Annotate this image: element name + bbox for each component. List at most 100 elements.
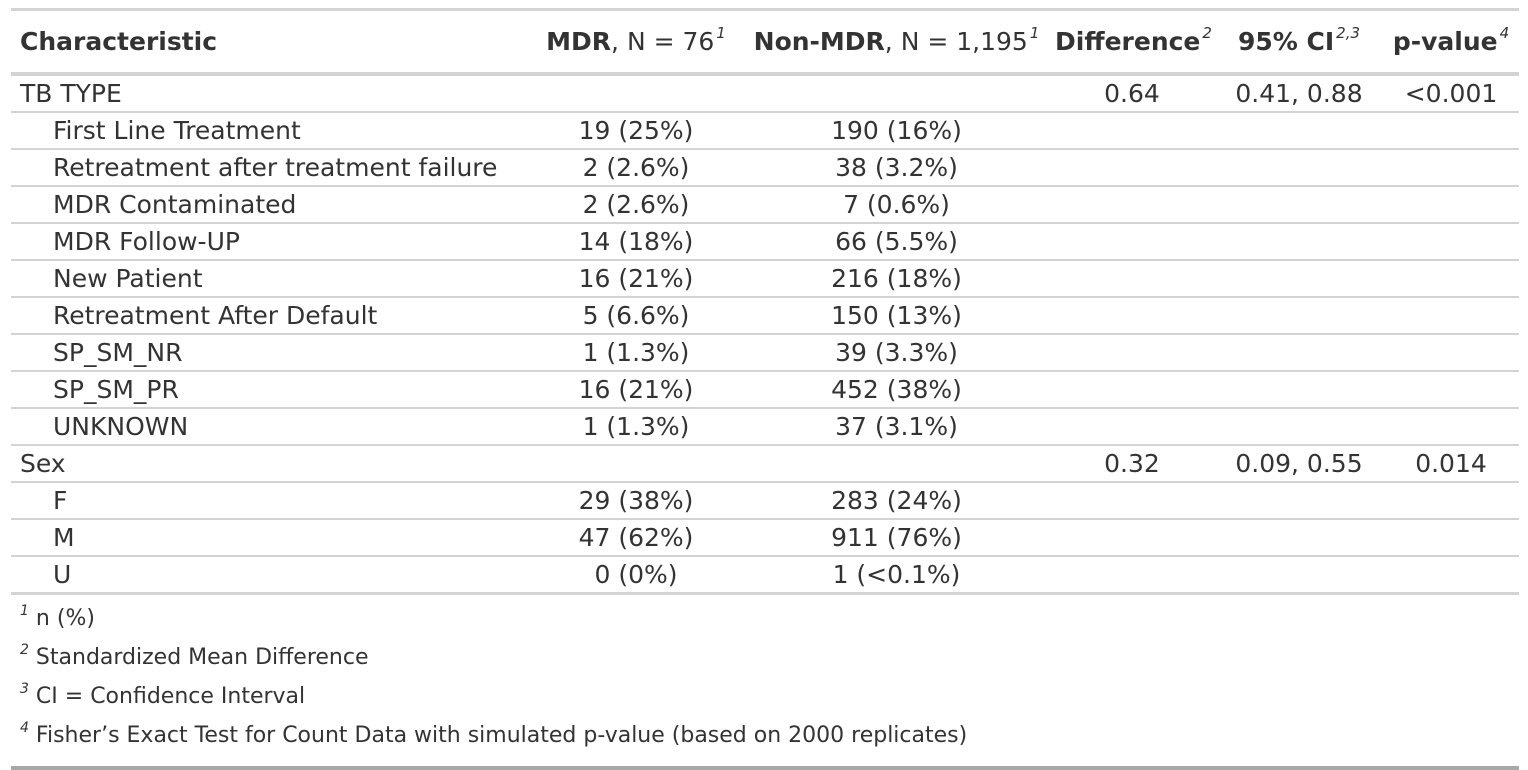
cell-mdr: 5 (6.6%) — [528, 297, 744, 335]
row-label: TB TYPE — [11, 74, 528, 113]
row-label: MDR Contaminated — [11, 186, 528, 224]
cell-ci — [1215, 371, 1383, 409]
cell-difference — [1049, 149, 1215, 187]
cell-p-value — [1383, 519, 1519, 557]
footnote: 1 n (%) — [20, 604, 1519, 643]
cell-ci — [1215, 519, 1383, 557]
cell-ci: 0.41, 0.88 — [1215, 74, 1383, 113]
table-row: New Patient 16 (21%) 216 (18%) — [11, 260, 1519, 298]
footnote-marker: 1 — [20, 603, 29, 619]
table-body: TB TYPE 0.64 0.41, 0.88 <0.001 First Lin… — [11, 74, 1519, 595]
cell-p-value: 0.014 — [1383, 445, 1519, 483]
table-row: UNKNOWN 1 (1.3%) 37 (3.1%) — [11, 408, 1519, 446]
cell-non-mdr: 190 (16%) — [744, 112, 1049, 150]
footnote-marker: 4 — [20, 720, 29, 736]
cell-ci — [1215, 556, 1383, 595]
row-label: MDR Follow-UP — [11, 223, 528, 261]
cell-difference — [1049, 223, 1215, 261]
footnote-text: n (%) — [35, 606, 95, 631]
footnote: 4 Fisher’s Exact Test for Count Data with… — [20, 721, 1519, 760]
header-difference: Difference 2 — [1049, 9, 1215, 76]
cell-difference — [1049, 408, 1215, 446]
cell-mdr: 47 (62%) — [528, 519, 744, 557]
footnote-text: Standardized Mean Difference — [35, 645, 369, 670]
cell-mdr: 2 (2.6%) — [528, 149, 744, 187]
header-p-value: p-value 4 — [1383, 9, 1519, 76]
cell-non-mdr: 216 (18%) — [744, 260, 1049, 298]
table-row: First Line Treatment 19 (25%) 190 (16%) — [11, 112, 1519, 150]
footnote: 2 Standardized Mean Difference — [20, 643, 1519, 682]
cell-p-value — [1383, 186, 1519, 224]
cell-non-mdr: 7 (0.6%) — [744, 186, 1049, 224]
cell-p-value — [1383, 556, 1519, 595]
table-row: SP_SM_NR 1 (1.3%) 39 (3.3%) — [11, 334, 1519, 372]
cell-mdr: 1 (1.3%) — [528, 334, 744, 372]
cell-mdr: 16 (21%) — [528, 371, 744, 409]
header-mdr: MDR, N = 76 1 — [528, 9, 744, 76]
cell-ci — [1215, 260, 1383, 298]
cell-difference — [1049, 519, 1215, 557]
cell-non-mdr: 911 (76%) — [744, 519, 1049, 557]
header-non-mdr: Non-MDR, N = 1,195 1 — [744, 9, 1049, 76]
cell-p-value — [1383, 260, 1519, 298]
row-label: Sex — [11, 445, 528, 483]
cell-difference — [1049, 260, 1215, 298]
cell-mdr: 29 (38%) — [528, 482, 744, 520]
cell-difference — [1049, 297, 1215, 335]
cell-ci — [1215, 223, 1383, 261]
header-row: Characteristic MDR, N = 76 1 Non-MDR, N =… — [11, 9, 1519, 76]
cell-p-value — [1383, 482, 1519, 520]
row-label: First Line Treatment — [11, 112, 528, 150]
row-label: U — [11, 556, 528, 595]
cell-difference — [1049, 186, 1215, 224]
row-label: New Patient — [11, 260, 528, 298]
table-row: U 0 (0%) 1 (<0.1%) — [11, 556, 1519, 595]
table-row: F 29 (38%) 283 (24%) — [11, 482, 1519, 520]
header-characteristic: Characteristic — [11, 9, 528, 76]
cell-difference — [1049, 112, 1215, 150]
row-label: F — [11, 482, 528, 520]
cell-non-mdr — [744, 74, 1049, 113]
cell-non-mdr: 283 (24%) — [744, 482, 1049, 520]
cell-ci — [1215, 112, 1383, 150]
cell-mdr: 16 (21%) — [528, 260, 744, 298]
row-label: SP_SM_NR — [11, 334, 528, 372]
footnote: 3 CI = Confidence Interval — [20, 682, 1519, 721]
cell-difference — [1049, 482, 1215, 520]
cell-non-mdr: 150 (13%) — [744, 297, 1049, 335]
cell-difference — [1049, 371, 1215, 409]
cell-mdr: 19 (25%) — [528, 112, 744, 150]
cell-mdr: 14 (18%) — [528, 223, 744, 261]
cell-mdr: 2 (2.6%) — [528, 186, 744, 224]
footnote-marker: 3 — [20, 681, 29, 697]
summary-table: Characteristic MDR, N = 76 1 Non-MDR, N =… — [11, 8, 1519, 595]
row-label: Retreatment after treatment failure — [11, 149, 528, 187]
cell-p-value — [1383, 149, 1519, 187]
cell-p-value — [1383, 223, 1519, 261]
cell-mdr — [528, 74, 744, 113]
cell-difference — [1049, 334, 1215, 372]
cell-p-value — [1383, 112, 1519, 150]
cell-non-mdr: 1 (<0.1%) — [744, 556, 1049, 595]
cell-non-mdr: 38 (3.2%) — [744, 149, 1049, 187]
table-row: TB TYPE 0.64 0.41, 0.88 <0.001 — [11, 74, 1519, 113]
cell-ci — [1215, 408, 1383, 446]
cell-mdr — [528, 445, 744, 483]
cell-ci — [1215, 149, 1383, 187]
row-label: UNKNOWN — [11, 408, 528, 446]
table-row: M 47 (62%) 911 (76%) — [11, 519, 1519, 557]
table-header: Characteristic MDR, N = 76 1 Non-MDR, N =… — [11, 9, 1519, 76]
cell-mdr: 0 (0%) — [528, 556, 744, 595]
footnotes: 1 n (%) 2 Standardized Mean Difference 3 CI… — [11, 595, 1519, 770]
cell-ci — [1215, 482, 1383, 520]
cell-non-mdr: 66 (5.5%) — [744, 223, 1049, 261]
table-row: MDR Follow-UP 14 (18%) 66 (5.5%) — [11, 223, 1519, 261]
header-ci: 95% CI 2,3 — [1215, 9, 1383, 76]
cell-p-value — [1383, 408, 1519, 446]
cell-non-mdr — [744, 445, 1049, 483]
cell-non-mdr: 452 (38%) — [744, 371, 1049, 409]
cell-p-value: <0.001 — [1383, 74, 1519, 113]
cell-ci: 0.09, 0.55 — [1215, 445, 1383, 483]
row-label: Retreatment After Default — [11, 297, 528, 335]
cell-p-value — [1383, 297, 1519, 335]
